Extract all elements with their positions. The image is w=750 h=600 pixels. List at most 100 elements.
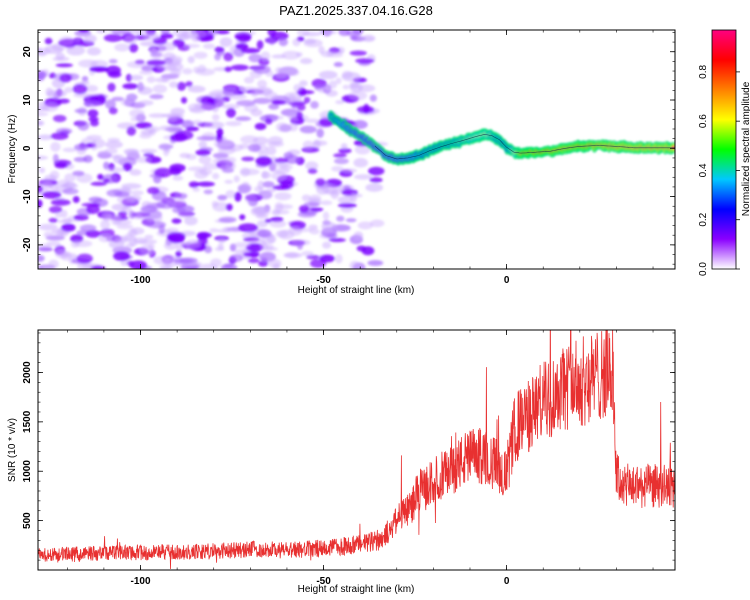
noise-blob: [101, 211, 113, 222]
track-centerline: [374, 133, 675, 160]
noise-blob: [38, 223, 58, 231]
snr-panel: -100 -50 0 500 1000 1500 2000 Height of strai…: [7, 329, 676, 595]
noise-blob: [107, 137, 120, 143]
noise-blob: [42, 181, 53, 190]
noise-blob: [76, 253, 93, 264]
noise-blob: [242, 181, 249, 187]
noise-blob: [369, 177, 383, 183]
noise-blob: [241, 156, 255, 162]
noise-blob: [89, 66, 109, 73]
noise-blob: [333, 153, 347, 158]
noise-blob: [252, 136, 269, 145]
noise-blob: [100, 219, 111, 230]
noise-blob: [139, 70, 153, 75]
noise-blob: [143, 32, 160, 41]
noise-blob: [62, 147, 77, 153]
noise-blob: [292, 38, 301, 47]
noise-blob: [278, 38, 289, 47]
noise-blob: [297, 211, 317, 218]
noise-blob: [104, 148, 118, 155]
noise-blob: [341, 168, 357, 173]
noise-blob: [139, 244, 154, 255]
noise-blob: [169, 81, 179, 88]
noise-blob: [74, 240, 93, 248]
noise-blob: [159, 125, 174, 131]
noise-blob: [87, 109, 99, 118]
noise-blob: [305, 161, 319, 171]
noise-blob: [154, 167, 173, 178]
noise-blob: [177, 81, 186, 91]
noise-blob: [117, 211, 128, 217]
noise-blob: [153, 175, 162, 184]
noise-blob: [180, 96, 188, 104]
noise-blob: [159, 195, 169, 202]
noise-blob: [160, 33, 174, 39]
noise-blob: [349, 260, 361, 269]
noise-blob: [73, 92, 93, 98]
noise-blob: [158, 224, 166, 235]
noise-blob: [50, 141, 61, 152]
noise-blob: [122, 162, 133, 172]
colorbar-ticks: 0.0 0.2 0.4 0.6 0.8: [698, 64, 740, 276]
noise-blob: [325, 49, 344, 55]
noise-blob: [38, 112, 49, 117]
noise-blob: [293, 83, 302, 93]
noise-blob: [126, 126, 137, 136]
noise-blob: [137, 83, 146, 92]
noise-blob: [83, 34, 97, 43]
noise-blob: [131, 190, 144, 196]
noise-blob: [185, 81, 193, 88]
noise-blob: [165, 113, 185, 119]
noise-blob: [187, 85, 206, 93]
noise-blob: [225, 203, 233, 211]
noise-blob: [77, 120, 90, 131]
noise-blob: [90, 60, 109, 69]
noise-blob: [61, 252, 77, 258]
noise-blob: [301, 194, 311, 202]
noise-blob: [239, 214, 246, 221]
noise-blob: [349, 50, 368, 56]
noise-blob: [144, 234, 154, 240]
noise-blob: [257, 229, 272, 238]
noise-blob: [111, 203, 129, 211]
noise-blob: [322, 84, 332, 94]
noise-blob: [161, 73, 171, 83]
noise-blob: [113, 155, 122, 164]
noise-blob: [257, 180, 265, 191]
noise-blob: [256, 220, 268, 228]
noise-blob: [212, 172, 220, 180]
noise-blob: [262, 181, 275, 188]
noise-blob: [38, 51, 47, 57]
noise-blob: [265, 118, 273, 125]
noise-blob: [160, 266, 171, 269]
x-tick-label: 0: [504, 576, 510, 587]
noise-blob: [318, 45, 325, 54]
noise-blob: [257, 79, 268, 89]
noise-blob: [222, 226, 232, 232]
noise-blob: [125, 195, 142, 202]
noise-blob: [46, 240, 61, 247]
noise-blob: [275, 67, 283, 75]
noise-blob: [357, 84, 376, 93]
noise-blob: [196, 181, 215, 187]
noise-blob: [174, 193, 188, 198]
noise-blob: [264, 91, 278, 99]
noise-blob: [268, 103, 280, 110]
noise-blob: [38, 71, 46, 82]
noise-blob: [193, 51, 208, 59]
x-tick-label: -100: [130, 275, 150, 286]
snr-x-ticks: -100 -50 0: [66, 330, 654, 587]
noise-blob: [192, 119, 203, 126]
noise-blob: [355, 58, 375, 64]
noise-blob: [153, 256, 171, 265]
noise-blob: [150, 50, 164, 59]
spectrogram-frame: [37, 29, 676, 270]
noise-blob: [44, 37, 53, 45]
noise-blob: [103, 178, 110, 183]
noise-blob: [54, 162, 68, 169]
noise-blob: [240, 47, 261, 54]
noise-blob: [261, 246, 278, 251]
noise-blob: [79, 224, 97, 232]
noise-blob: [265, 146, 277, 156]
noise-blob: [307, 168, 318, 174]
